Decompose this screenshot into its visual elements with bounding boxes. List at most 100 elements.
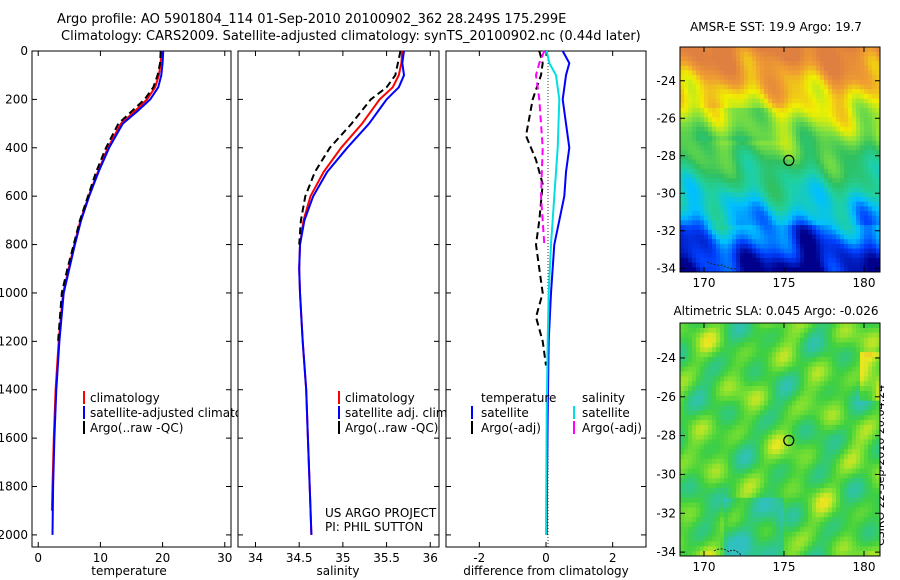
heatmap-cell	[732, 192, 737, 198]
heatmap-cell	[824, 357, 829, 363]
heatmap-cell	[744, 61, 749, 67]
heatmap-cell	[736, 444, 741, 450]
heatmap-cell	[856, 154, 861, 161]
heatmap-cell	[832, 332, 837, 339]
heatmap-cell	[756, 478, 761, 484]
heatmap-cell	[812, 253, 817, 259]
heatmap-cell	[780, 98, 785, 104]
heatmap-cell	[740, 323, 745, 329]
heatmap-cell	[840, 178, 845, 184]
heatmap-cell	[812, 444, 817, 450]
heatmap-cell	[800, 400, 805, 407]
heatmap-cell	[828, 337, 833, 344]
heatmap-cell	[740, 463, 745, 470]
heatmap-cell	[720, 483, 725, 489]
heatmap-cell	[736, 197, 741, 203]
heatmap-cell	[728, 357, 733, 363]
heatmap-cell	[740, 361, 745, 368]
heatmap-cell	[724, 395, 729, 402]
heatmap-cell	[788, 126, 793, 132]
heatmap-cell	[688, 536, 693, 543]
heatmap-cell	[764, 182, 769, 189]
heatmap-cell	[724, 337, 729, 344]
heatmap-cell	[844, 56, 849, 62]
heatmap-cell	[784, 154, 789, 161]
heatmap-cell	[732, 483, 737, 489]
heatmap-cell	[792, 327, 797, 334]
heatmap-cell	[784, 386, 789, 392]
y-tick-label: 800	[5, 238, 28, 252]
heatmap-cell	[720, 323, 725, 329]
heatmap-cell	[736, 248, 741, 254]
heatmap-cell	[820, 182, 825, 189]
heatmap-cell	[740, 187, 745, 193]
heatmap-cell	[868, 395, 873, 402]
heatmap-cell	[740, 458, 745, 465]
heatmap-cell	[768, 400, 773, 407]
heatmap-cell	[752, 473, 757, 479]
heatmap-cell	[844, 347, 849, 353]
heatmap-cell	[716, 434, 721, 441]
heatmap-cell	[776, 405, 781, 411]
heatmap-cell	[816, 117, 821, 123]
heatmap-cell	[820, 154, 825, 161]
heatmap-cell	[848, 107, 853, 114]
heatmap-cell	[704, 357, 709, 363]
heatmap-cell	[840, 253, 845, 259]
heatmap-cell	[732, 51, 737, 57]
heatmap-cell	[808, 386, 813, 392]
heatmap-cell	[768, 488, 773, 494]
heatmap-cell	[872, 168, 877, 175]
heatmap-cell	[848, 136, 853, 142]
heatmap-cell	[824, 79, 829, 86]
heatmap-cell	[692, 468, 697, 475]
heatmap-cell	[764, 47, 769, 53]
sla-map-panel: Altimetric SLA: 0.045 Argo: -0.026 170 17…	[656, 304, 881, 574]
heatmap-cell	[788, 61, 793, 67]
heatmap-cell	[680, 206, 685, 212]
heatmap-cell	[816, 136, 821, 142]
heatmap-cell	[804, 187, 809, 193]
heatmap-cell	[720, 454, 725, 460]
heatmap-cell	[684, 420, 689, 426]
heatmap-cell	[856, 257, 861, 264]
heatmap-cell	[748, 420, 753, 426]
heatmap-cell	[852, 342, 857, 348]
heatmap-cell	[696, 164, 701, 170]
heatmap-cell	[724, 243, 729, 250]
heatmap-cell	[848, 420, 853, 426]
heatmap-cell	[820, 424, 825, 431]
heatmap-cell	[736, 376, 741, 382]
heatmap-cell	[804, 332, 809, 339]
heatmap-cell	[700, 512, 705, 518]
heatmap-cell	[784, 126, 789, 132]
heatmap-cell	[844, 257, 849, 264]
heatmap-cell	[756, 541, 761, 547]
heatmap-cell	[752, 168, 757, 175]
heatmap-cell	[696, 253, 701, 259]
heatmap-cell	[696, 267, 701, 272]
heatmap-cell	[820, 512, 825, 518]
heatmap-cell	[824, 429, 829, 436]
heatmap-cell	[768, 347, 773, 353]
heatmap-cell	[868, 206, 873, 212]
heatmap-cell	[760, 168, 765, 175]
heatmap-cell	[712, 381, 717, 387]
y-tick-label: 1000	[0, 286, 28, 300]
heatmap-cell	[712, 458, 717, 465]
heatmap-cell	[768, 410, 773, 416]
heatmap-cell	[852, 502, 857, 509]
heatmap-cell	[724, 93, 729, 100]
heatmap-cell	[692, 112, 697, 118]
heatmap-cell	[844, 164, 849, 170]
heatmap-cell	[828, 154, 833, 161]
heatmap-cell	[796, 182, 801, 189]
heatmap-cell	[756, 253, 761, 259]
heatmap-cell	[764, 257, 769, 264]
heatmap-cell	[836, 225, 841, 231]
heatmap-cell	[712, 531, 717, 538]
heatmap-cell	[684, 257, 689, 264]
heatmap-cell	[828, 400, 833, 407]
heatmap-cell	[796, 502, 801, 509]
heatmap-cell	[792, 371, 797, 377]
